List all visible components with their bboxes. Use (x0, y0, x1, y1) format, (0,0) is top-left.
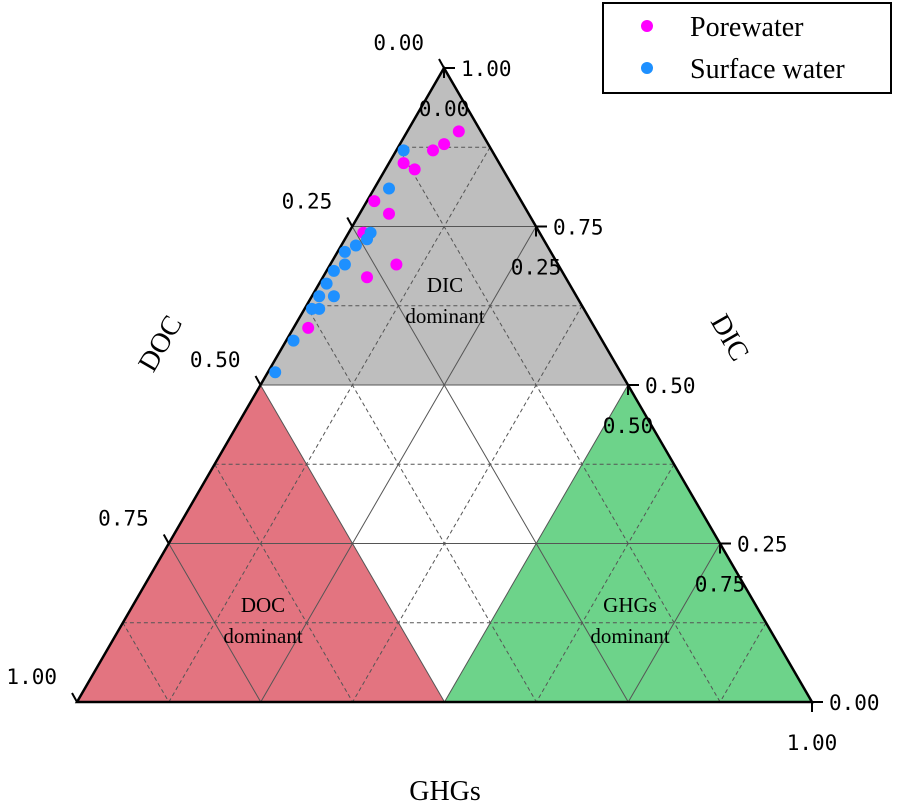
right-axis-tick-label: 0.00 (829, 691, 880, 715)
left-axis-tick (162, 534, 170, 544)
porewater-point (361, 271, 373, 284)
surface-water-point (305, 302, 318, 315)
grid-line-ghg (352, 305, 583, 703)
region-label-ghgs: GHGs (603, 593, 657, 617)
porewater-point (368, 195, 381, 208)
surface-water-point (327, 290, 340, 303)
grid-line-doc (305, 305, 537, 703)
grid-line-doc (214, 463, 354, 703)
legend-marker-porewater (641, 20, 653, 32)
surface-water-point (397, 144, 410, 157)
left-axis-tick (254, 375, 262, 386)
legend-box (602, 2, 892, 94)
porewater-point (383, 207, 395, 220)
grid-line-ghg (168, 146, 491, 703)
surface-water-point (313, 290, 326, 303)
surface-water-point (287, 334, 300, 347)
surface-water-point (269, 366, 282, 379)
region-label-dic: DIC (427, 273, 463, 297)
right-axis-title: DIC (704, 309, 755, 366)
porewater-point (390, 258, 403, 271)
grid-line-ghg (444, 384, 629, 703)
surface-water-point (338, 245, 351, 258)
porewater-point (397, 157, 410, 170)
bottom-axis-title: GHGs (409, 776, 481, 807)
surface-water-point (361, 233, 373, 246)
porewater-point (302, 321, 315, 334)
surface-water-point (338, 258, 351, 271)
left-axis-tick (346, 217, 354, 227)
grid-line-doc (168, 543, 262, 703)
left-axis-tick-label: 0.50 (190, 348, 241, 372)
region-label-dominant: dominant (590, 624, 669, 648)
left-axis-tick-label: 0.25 (282, 190, 333, 214)
left-axis-title: DOC (132, 310, 188, 377)
right-axis-tick-label: 0.25 (737, 533, 788, 557)
right-axis-tick-label: 0.75 (553, 216, 604, 240)
bottom-axis-tick-label: 0.25 (511, 256, 562, 280)
legend-marker-surface-water (641, 62, 653, 74)
porewater-point (427, 144, 439, 157)
surface-water-point (320, 277, 333, 290)
right-axis-tick-label: 0.50 (645, 374, 696, 398)
left-axis-tick (438, 58, 445, 69)
surface-water-point (383, 182, 395, 195)
right-axis-tick-label: 1.00 (461, 57, 512, 81)
grid-line-ghg (535, 463, 675, 703)
grid-line-ghg (627, 543, 721, 703)
grid-line-doc (397, 146, 721, 703)
porewater-point (438, 138, 451, 151)
region-label-dominant: dominant (223, 624, 302, 648)
bottom-axis-tick-label: 0.50 (603, 414, 654, 438)
left-axis-tick-label: 0.75 (98, 507, 149, 531)
surface-water-point (349, 239, 362, 252)
bottom-axis-tick-label: 0.75 (695, 573, 746, 597)
legend: Porewater Surface water (602, 2, 892, 94)
porewater-point (452, 125, 465, 138)
legend-label-porewater: Porewater (690, 12, 804, 43)
region-label-doc: DOC (241, 593, 285, 617)
region-label-dominant: dominant (405, 304, 484, 328)
surface-water-point (327, 264, 340, 277)
left-axis-tick-label: 1.00 (6, 665, 57, 689)
grid-line-doc (260, 384, 445, 703)
grid-line-doc (122, 622, 170, 703)
porewater-point (408, 163, 421, 176)
legend-label-surface-water: Surface water (690, 54, 845, 85)
grid-line-ghg (719, 622, 767, 703)
left-axis-tick-label: 0.00 (373, 31, 424, 55)
bottom-axis-tick-label: 0.00 (419, 97, 470, 121)
left-axis-tick (71, 692, 78, 703)
bottom-axis-tick-label: 1.00 (787, 731, 838, 755)
